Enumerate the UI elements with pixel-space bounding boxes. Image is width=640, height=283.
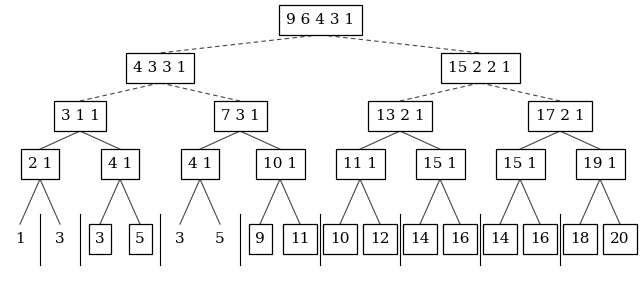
Bar bbox=[523, 224, 557, 254]
Text: 14: 14 bbox=[410, 232, 429, 246]
Text: 11 1: 11 1 bbox=[343, 157, 377, 171]
Bar bbox=[363, 224, 397, 254]
Text: 15 2 2 1: 15 2 2 1 bbox=[449, 61, 511, 75]
Text: 3 1 1: 3 1 1 bbox=[61, 109, 99, 123]
Bar bbox=[575, 149, 625, 179]
Bar bbox=[283, 224, 317, 254]
Text: 3: 3 bbox=[55, 232, 65, 246]
Bar bbox=[483, 224, 517, 254]
Bar bbox=[21, 149, 59, 179]
Bar bbox=[181, 149, 219, 179]
Text: 4 3 3 1: 4 3 3 1 bbox=[133, 61, 187, 75]
Text: 5: 5 bbox=[135, 232, 145, 246]
Bar bbox=[528, 101, 592, 131]
Bar bbox=[403, 224, 437, 254]
Bar bbox=[335, 149, 385, 179]
Text: 20: 20 bbox=[611, 232, 630, 246]
Text: 2 1: 2 1 bbox=[28, 157, 52, 171]
Text: 4 1: 4 1 bbox=[188, 157, 212, 171]
Text: 15 1: 15 1 bbox=[503, 157, 537, 171]
Text: 4 1: 4 1 bbox=[108, 157, 132, 171]
Bar bbox=[248, 224, 271, 254]
Text: 3: 3 bbox=[175, 232, 185, 246]
Bar bbox=[603, 224, 637, 254]
Bar bbox=[563, 224, 597, 254]
Bar bbox=[88, 224, 111, 254]
Text: 14: 14 bbox=[490, 232, 509, 246]
Text: 16: 16 bbox=[451, 232, 470, 246]
Bar bbox=[255, 149, 305, 179]
Text: 12: 12 bbox=[371, 232, 390, 246]
Text: 10: 10 bbox=[330, 232, 349, 246]
Bar bbox=[129, 224, 152, 254]
Bar bbox=[443, 224, 477, 254]
Bar bbox=[101, 149, 139, 179]
Text: 19 1: 19 1 bbox=[583, 157, 617, 171]
Bar bbox=[126, 53, 194, 83]
Text: 15 1: 15 1 bbox=[423, 157, 457, 171]
Bar bbox=[368, 101, 432, 131]
Text: 16: 16 bbox=[531, 232, 550, 246]
Text: 5: 5 bbox=[215, 232, 225, 246]
Text: 7 3 1: 7 3 1 bbox=[221, 109, 259, 123]
Bar bbox=[278, 5, 362, 35]
Text: 13 2 1: 13 2 1 bbox=[376, 109, 424, 123]
Bar bbox=[54, 101, 106, 131]
Bar bbox=[323, 224, 357, 254]
Bar bbox=[214, 101, 266, 131]
Text: 9 6 4 3 1: 9 6 4 3 1 bbox=[286, 13, 354, 27]
Text: 17 2 1: 17 2 1 bbox=[536, 109, 584, 123]
Text: 11: 11 bbox=[291, 232, 310, 246]
Text: 3: 3 bbox=[95, 232, 105, 246]
Bar bbox=[440, 53, 520, 83]
Text: 10 1: 10 1 bbox=[263, 157, 297, 171]
Text: 18: 18 bbox=[570, 232, 589, 246]
Bar bbox=[415, 149, 465, 179]
Bar bbox=[495, 149, 545, 179]
Text: 1: 1 bbox=[15, 232, 25, 246]
Text: 9: 9 bbox=[255, 232, 265, 246]
